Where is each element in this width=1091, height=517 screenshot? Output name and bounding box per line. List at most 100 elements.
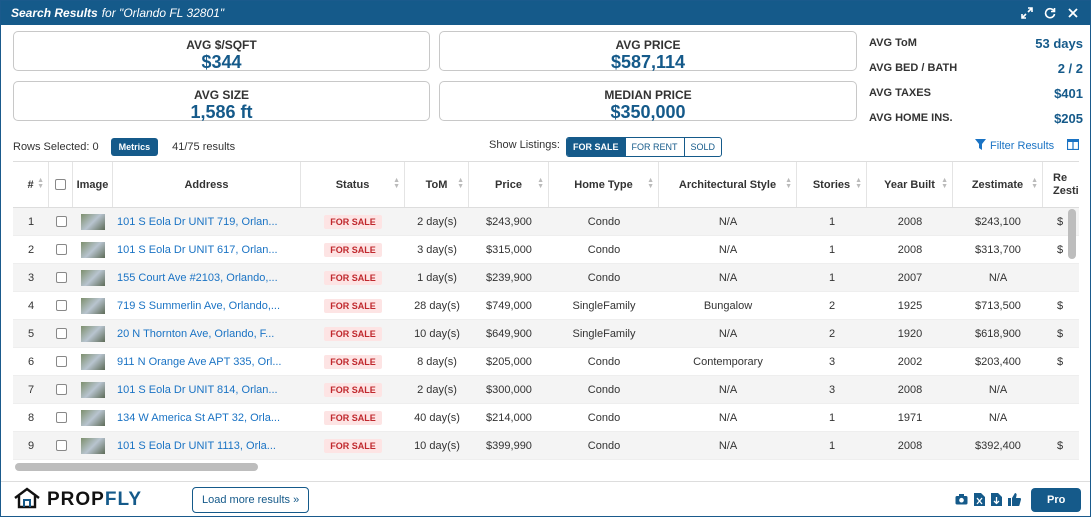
expand-icon[interactable] bbox=[1020, 6, 1034, 20]
property-thumbnail[interactable] bbox=[81, 353, 105, 370]
property-thumbnail[interactable] bbox=[81, 325, 105, 342]
row-checkbox[interactable] bbox=[55, 272, 67, 283]
arch-style-cell: Contemporary bbox=[693, 355, 763, 368]
zestimate-cell: $243,100 bbox=[975, 215, 1021, 228]
col-status[interactable]: Status ▲ ▼ bbox=[301, 162, 405, 207]
table-row[interactable]: 1 101 S Eola Dr UNIT 719, Orlan... FOR SAL… bbox=[13, 208, 1079, 236]
download-icon[interactable] bbox=[991, 493, 1002, 509]
stories-cell: 1 bbox=[828, 243, 836, 256]
avg-home-ins-label: AVG HOME INS. bbox=[869, 112, 953, 124]
zestimate-cell: $203,400 bbox=[975, 355, 1021, 368]
address-link[interactable]: 101 S Eola Dr UNIT 617, Orlan... bbox=[117, 243, 278, 256]
load-more-button[interactable]: Load more results » bbox=[192, 487, 310, 513]
row-checkbox[interactable] bbox=[55, 328, 67, 339]
col-select-all[interactable] bbox=[49, 162, 73, 207]
status-cell: FOR SALE bbox=[301, 376, 405, 403]
col-rent-zestimate[interactable]: Re Zesti bbox=[1043, 162, 1079, 207]
property-thumbnail[interactable] bbox=[81, 269, 105, 286]
title-query: for "Orlando FL 32801" bbox=[101, 6, 225, 20]
address-link[interactable]: 911 N Orange Ave APT 335, Orl... bbox=[117, 355, 282, 368]
load-more-label: Load more results bbox=[202, 494, 291, 506]
rent-zestimate-cell: $ bbox=[1057, 439, 1064, 452]
camera-icon[interactable] bbox=[955, 493, 968, 509]
address-link[interactable]: 101 S Eola Dr UNIT 719, Orlan... bbox=[117, 215, 278, 228]
avg-tom-stat: AVG ToM 53 days bbox=[869, 32, 1083, 54]
row-checkbox[interactable] bbox=[55, 300, 67, 311]
metrics-button[interactable]: Metrics bbox=[110, 138, 159, 156]
tom-cell: 28 day(s) bbox=[414, 299, 460, 312]
row-image-cell bbox=[73, 292, 113, 319]
close-icon[interactable] bbox=[1066, 6, 1080, 20]
property-thumbnail[interactable] bbox=[81, 297, 105, 314]
tab-for-sale[interactable]: FOR SALE bbox=[567, 138, 625, 156]
col-zestimate[interactable]: Zestimate ▲ ▼ bbox=[953, 162, 1043, 207]
col-image: Image bbox=[73, 162, 113, 207]
row-checkbox[interactable] bbox=[55, 356, 67, 367]
tab-sold[interactable]: SOLD bbox=[683, 138, 722, 156]
tab-for-rent[interactable]: FOR RENT bbox=[624, 138, 684, 156]
row-checkbox[interactable] bbox=[55, 384, 67, 395]
table-row[interactable]: 9 101 S Eola Dr UNIT 1113, Orla... FOR SAL… bbox=[13, 432, 1079, 460]
col-stories[interactable]: Stories ▲ ▼ bbox=[797, 162, 867, 207]
vertical-scrollbar[interactable] bbox=[1068, 209, 1076, 259]
address-link[interactable]: 155 Court Ave #2103, Orlando,... bbox=[117, 271, 278, 284]
col-home-type[interactable]: Home Type ▲ ▼ bbox=[549, 162, 659, 207]
property-thumbnail[interactable] bbox=[81, 437, 105, 454]
arch-style-cell: N/A bbox=[718, 271, 738, 284]
col-arch-style[interactable]: Architectural Style ▲ ▼ bbox=[659, 162, 797, 207]
excel-icon[interactable] bbox=[974, 493, 985, 509]
rent-zestimate-cell: $ bbox=[1057, 299, 1064, 312]
property-thumbnail[interactable] bbox=[81, 213, 105, 230]
tom-cell: 40 day(s) bbox=[414, 411, 460, 424]
sort-icon: ▲ ▼ bbox=[37, 177, 44, 190]
row-image-cell bbox=[73, 432, 113, 459]
home-type-cell: Condo bbox=[587, 271, 621, 284]
col-tom[interactable]: ToM ▲ ▼ bbox=[405, 162, 469, 207]
address-link[interactable]: 134 W America St APT 32, Orla... bbox=[117, 411, 281, 424]
address-link[interactable]: 101 S Eola Dr UNIT 1113, Orla... bbox=[117, 439, 276, 452]
table-row[interactable]: 8 134 W America St APT 32, Orla... FOR SAL… bbox=[13, 404, 1079, 432]
columns-icon[interactable] bbox=[1066, 138, 1080, 153]
table-row[interactable]: 5 20 N Thornton Ave, Orlando, F... FOR SAL… bbox=[13, 320, 1079, 348]
price-cell: $749,000 bbox=[486, 299, 532, 312]
pro-button[interactable]: Pro bbox=[1031, 488, 1082, 512]
table-row[interactable]: 7 101 S Eola Dr UNIT 814, Orlan... FOR SAL… bbox=[13, 376, 1079, 404]
row-select-cell bbox=[49, 292, 73, 319]
select-all-checkbox[interactable] bbox=[55, 179, 66, 190]
row-checkbox[interactable] bbox=[55, 216, 67, 227]
avg-price-label: AVG PRICE bbox=[615, 38, 681, 52]
filter-results-button[interactable]: Filter Results bbox=[975, 139, 1054, 153]
col-num[interactable]: # ▲ ▼ bbox=[13, 162, 49, 207]
table-row[interactable]: 3 155 Court Ave #2103, Orlando,... FOR SAL… bbox=[13, 264, 1079, 292]
horizontal-scrollbar[interactable] bbox=[15, 463, 258, 471]
col-price[interactable]: Price ▲ ▼ bbox=[469, 162, 549, 207]
row-checkbox[interactable] bbox=[55, 244, 67, 255]
propfly-logo: PROPFLY bbox=[13, 487, 142, 512]
row-checkbox[interactable] bbox=[55, 440, 67, 451]
table-row[interactable]: 2 101 S Eola Dr UNIT 617, Orlan... FOR SAL… bbox=[13, 236, 1079, 264]
property-thumbnail[interactable] bbox=[81, 409, 105, 426]
address-link[interactable]: 101 S Eola Dr UNIT 814, Orlan... bbox=[117, 383, 278, 396]
address-link[interactable]: 719 S Summerlin Ave, Orlando,... bbox=[117, 299, 281, 312]
avg-size-value: 1,586 ft bbox=[190, 102, 253, 122]
table-row[interactable]: 4 719 S Summerlin Ave, Orlando,... FOR SAL… bbox=[13, 292, 1079, 320]
status-cell: FOR SALE bbox=[301, 264, 405, 291]
property-thumbnail[interactable] bbox=[81, 381, 105, 398]
row-number: 4 bbox=[27, 299, 35, 312]
sort-icon: ▲ ▼ bbox=[855, 177, 862, 190]
row-checkbox[interactable] bbox=[55, 412, 67, 423]
row-number: 1 bbox=[27, 215, 35, 228]
property-thumbnail[interactable] bbox=[81, 241, 105, 258]
address-link[interactable]: 20 N Thornton Ave, Orlando, F... bbox=[117, 327, 275, 340]
col-year-built[interactable]: Year Built ▲ ▼ bbox=[867, 162, 953, 207]
status-badge: FOR SALE bbox=[324, 242, 382, 257]
refresh-icon[interactable] bbox=[1043, 6, 1057, 20]
sort-icon: ▲ ▼ bbox=[393, 177, 400, 190]
price-cell: $243,900 bbox=[486, 215, 532, 228]
table-row[interactable]: 6 911 N Orange Ave APT 335, Orl... FOR SAL… bbox=[13, 348, 1079, 376]
row-number: 6 bbox=[27, 355, 35, 368]
col-rent-zestimate-label: Re Zesti bbox=[1053, 171, 1079, 197]
stories-cell: 3 bbox=[828, 383, 836, 396]
col-address[interactable]: Address bbox=[113, 162, 301, 207]
thumbs-up-icon[interactable] bbox=[1008, 493, 1021, 509]
